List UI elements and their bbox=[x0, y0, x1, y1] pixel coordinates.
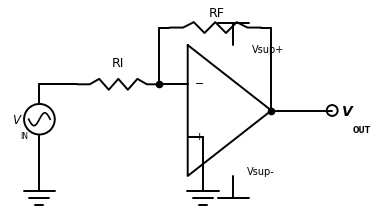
Text: OUT: OUT bbox=[352, 126, 370, 135]
Text: Vsup-: Vsup- bbox=[247, 167, 274, 177]
Text: −: − bbox=[195, 79, 205, 89]
Text: V: V bbox=[12, 114, 20, 127]
Text: +: + bbox=[195, 132, 205, 142]
Text: RI: RI bbox=[112, 57, 124, 70]
Text: RF: RF bbox=[208, 7, 224, 20]
Text: IN: IN bbox=[20, 132, 28, 141]
Text: V: V bbox=[342, 105, 352, 119]
Text: Vsup+: Vsup+ bbox=[252, 46, 285, 55]
